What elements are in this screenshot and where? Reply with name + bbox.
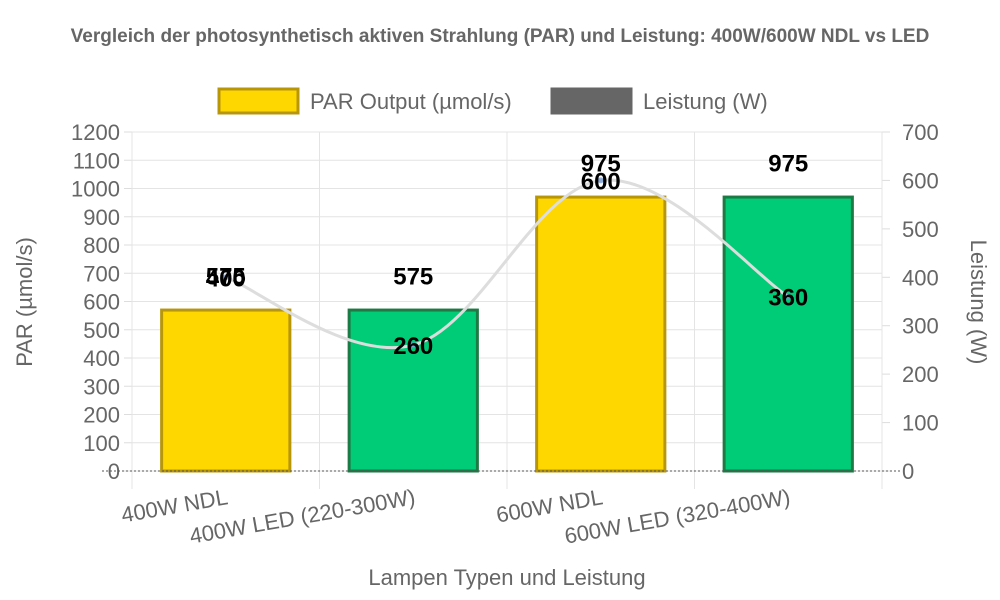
y2-tick-label: 0 (902, 459, 914, 484)
power-point-1 (222, 274, 229, 281)
x-axis-title: Lampen Typen und Leistung (368, 565, 645, 590)
y-tick-label: 300 (83, 374, 120, 399)
y-tick-label: 700 (83, 261, 120, 286)
y2-tick-label: 700 (902, 120, 939, 145)
bar-par-3 (535, 195, 667, 473)
legend-label-par: PAR Output (µmol/s) (310, 89, 512, 114)
legend: PAR Output (µmol/s) Leistung (W) (217, 87, 768, 115)
bar-par-1 (160, 308, 292, 473)
par-value-label: 975 (768, 151, 808, 178)
y-tick-label: 900 (83, 205, 120, 230)
y-tick-label: 600 (83, 290, 120, 315)
par-value-label: 575 (393, 264, 433, 291)
y-tick-label: 500 (83, 318, 120, 343)
y-tick-label: 1100 (73, 148, 120, 173)
chart-title: Vergleich der photosynthetisch aktiven S… (71, 26, 930, 47)
legend-label-leistung: Leistung (W) (643, 89, 768, 114)
data-labels: 575 575 975 975 400 260 600 360 (206, 151, 809, 361)
y-tick-label: 200 (83, 403, 120, 428)
y2-tick-label: 600 (902, 168, 939, 193)
y2-tick-label: 500 (902, 217, 939, 242)
power-point-2 (410, 342, 417, 349)
legend-swatch-par (217, 87, 300, 115)
power-value-label: 400 (206, 265, 246, 292)
y2-axis-title: Leistung (W) (966, 240, 991, 365)
y2-tick-label: 300 (902, 314, 939, 339)
y-tick-label: 1000 (71, 177, 120, 202)
power-value-label: 360 (768, 285, 808, 312)
power-point-3 (597, 177, 604, 184)
bar-par-2 (347, 308, 479, 473)
y2-tick-label: 100 (902, 411, 939, 436)
power-line-path (225, 178, 790, 349)
power-line (222, 177, 792, 349)
y-tick-label: 100 (83, 431, 120, 456)
par-value-label: 975 (581, 151, 621, 178)
bars (160, 195, 854, 473)
par-value-label: 575 (206, 264, 246, 291)
y-axis-title: PAR (µmol/s) (12, 237, 37, 367)
legend-swatch-leistung (550, 87, 633, 115)
y-tick-label: 1200 (71, 120, 120, 145)
power-point-4 (785, 293, 792, 300)
power-value-label: 260 (393, 333, 433, 360)
bar-par-4 (722, 195, 854, 473)
y2-tick-label: 200 (902, 362, 939, 387)
y-tick-label: 0 (108, 459, 120, 484)
y-tick-label: 800 (83, 233, 120, 258)
power-value-label: 600 (581, 168, 621, 195)
y-tick-label: 400 (83, 346, 120, 371)
y2-tick-label: 400 (902, 265, 939, 290)
